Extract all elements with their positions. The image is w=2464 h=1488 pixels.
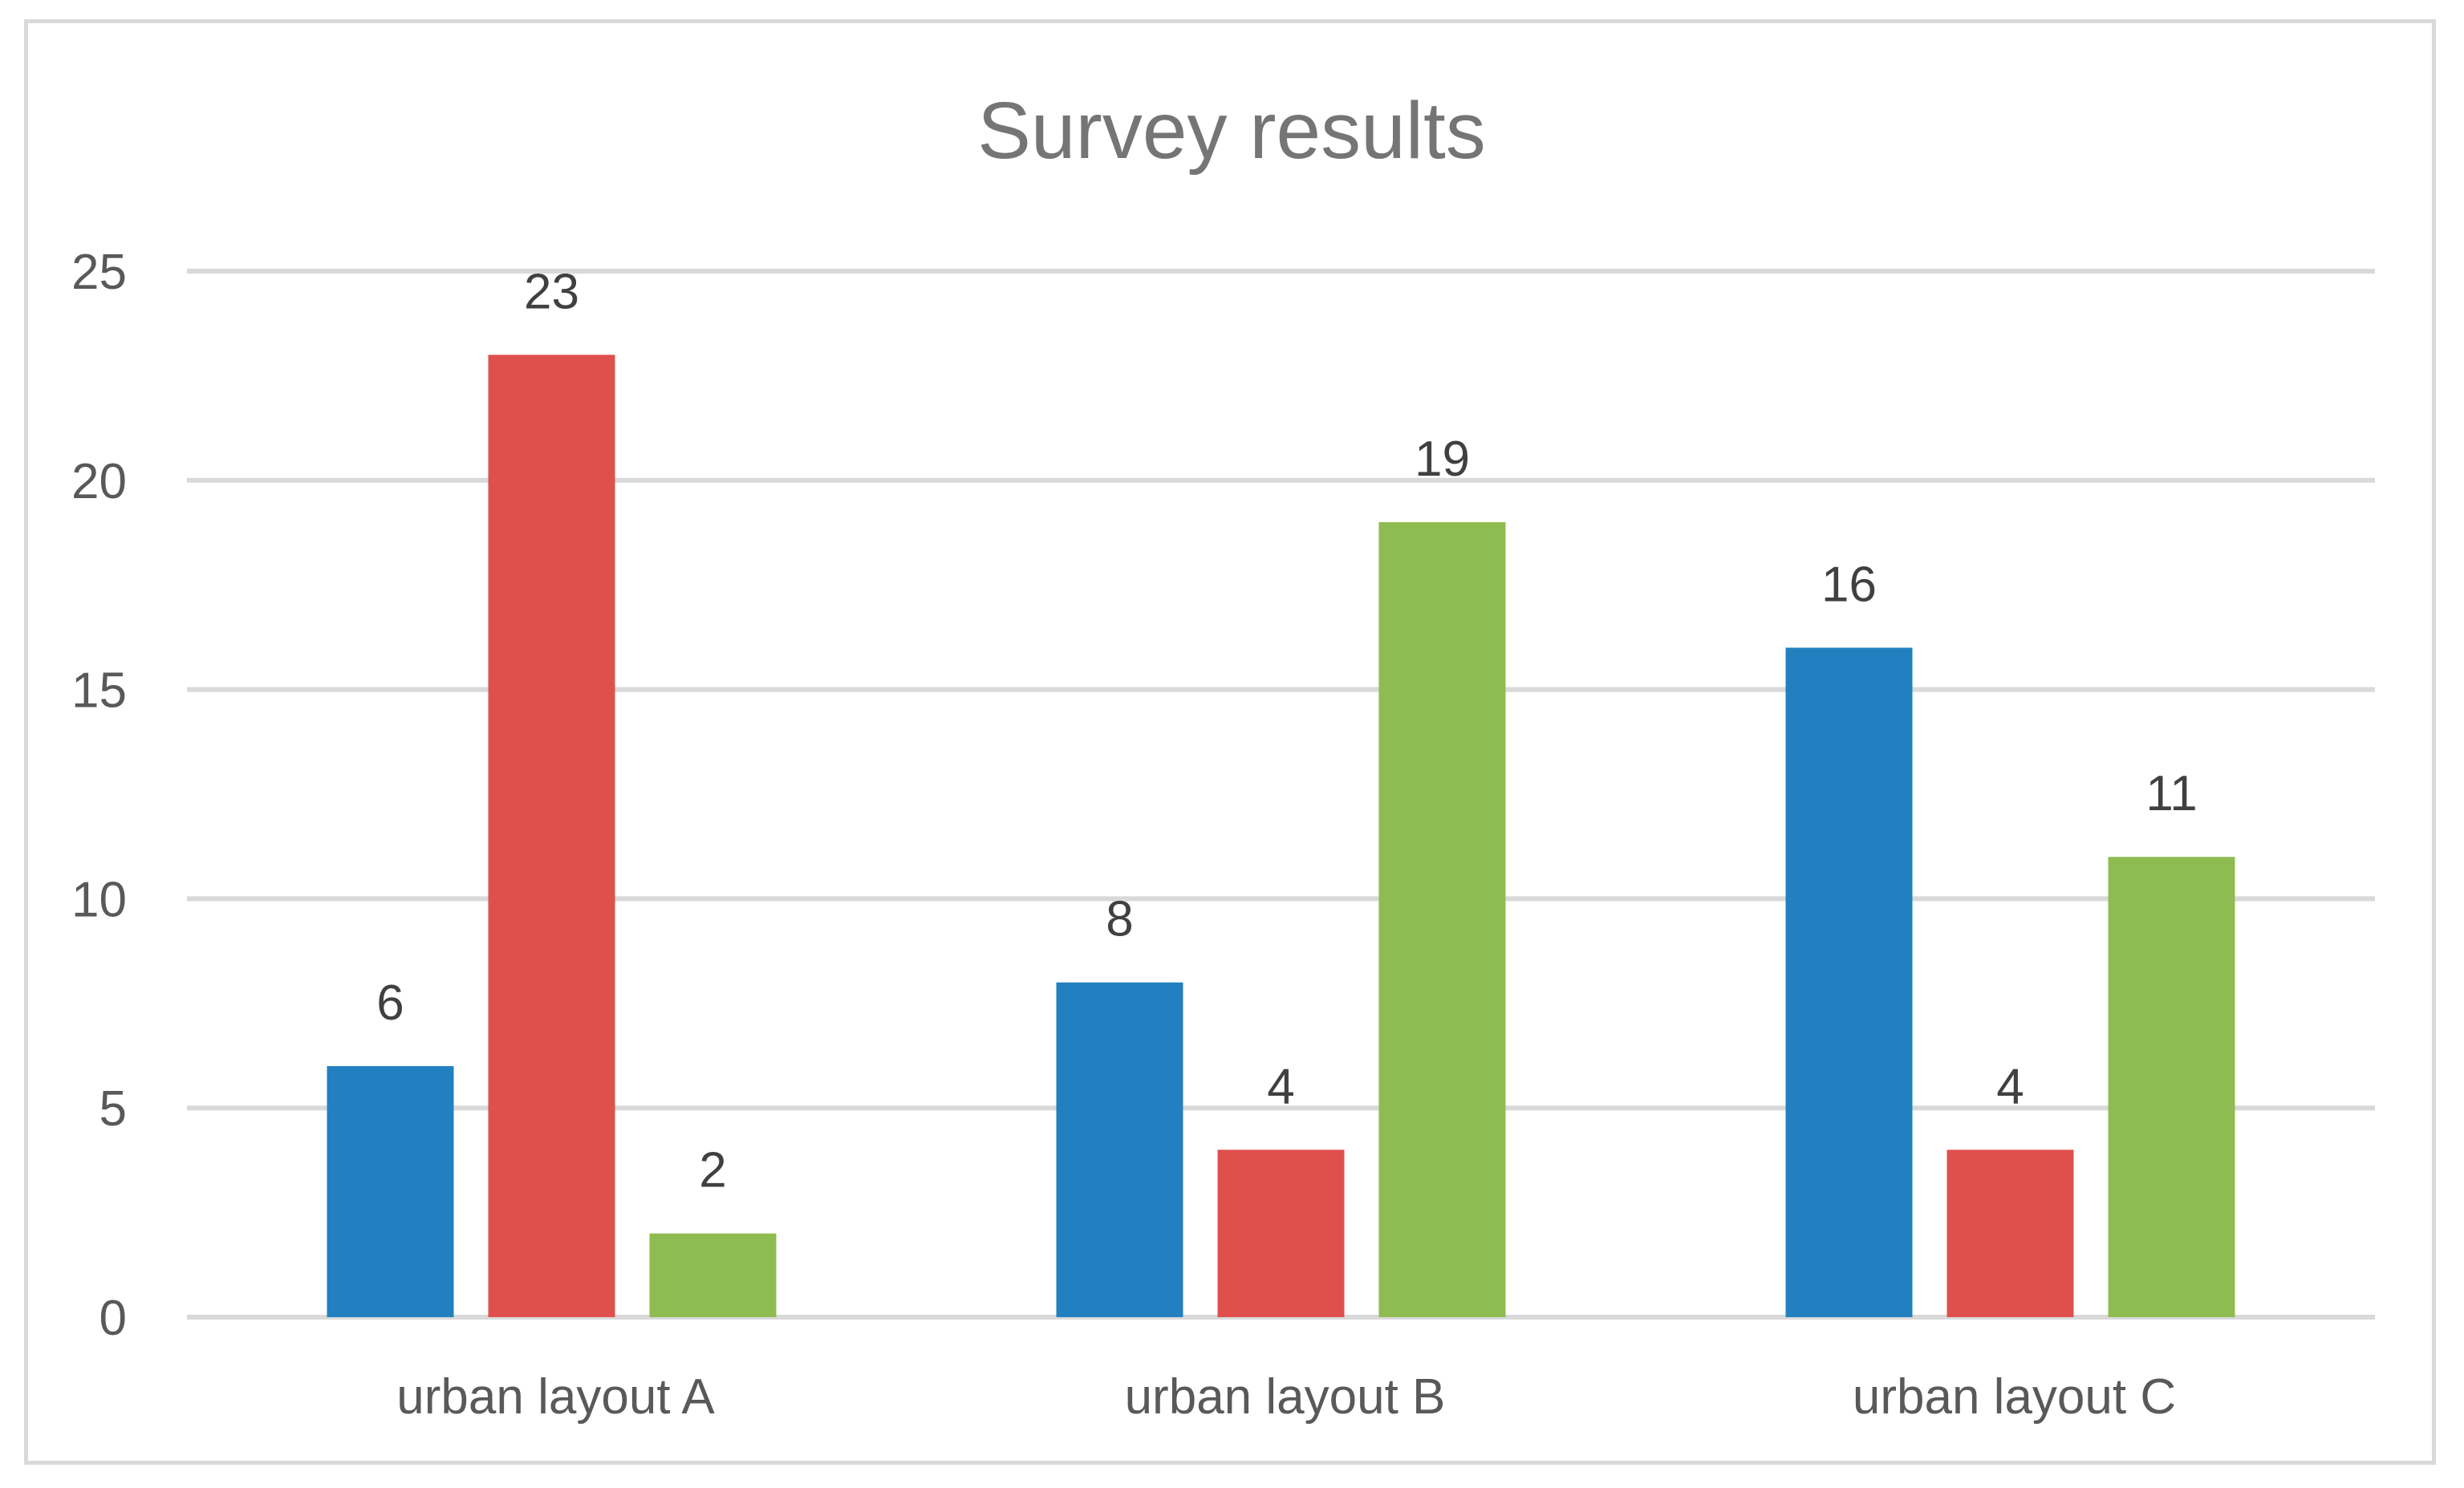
bar-2-3 [1378,521,1506,1317]
bar-3-3 [2108,857,2235,1317]
data-label: 8 [1106,892,1133,947]
y-tick-label: 5 [99,1081,127,1137]
y-tick-label: 0 [99,1291,127,1346]
y-tick-label: 15 [71,663,127,719]
data-label: 2 [699,1143,726,1198]
data-label: 11 [2145,766,2197,821]
chart-title: Survey results [977,86,1486,176]
data-labels: 6 23 2 8 4 19 16 4 11 [376,264,2197,1198]
bar-2-1 [1056,982,1183,1317]
data-label: 16 [1821,557,1877,612]
y-tick-label: 10 [71,872,127,927]
bar-1-3 [649,1233,777,1317]
bar-3-1 [1785,647,1913,1317]
data-label: 6 [376,975,404,1031]
y-axis-ticks: 0 5 10 15 20 25 [71,245,127,1346]
data-label: 19 [1415,432,1470,487]
x-axis-categories: urban layout A urban layout B urban layout… [396,1369,2176,1425]
bar-3-2 [1946,1149,2074,1317]
y-tick-label: 25 [71,245,127,300]
x-category-label: urban layout A [396,1369,715,1425]
bar-1-2 [488,355,615,1317]
data-label: 4 [1267,1059,1294,1114]
data-label: 23 [524,264,579,319]
data-label: 4 [1996,1059,2024,1114]
x-category-label: urban layout C [1853,1369,2176,1425]
bar-2-2 [1217,1149,1345,1317]
y-tick-label: 20 [71,454,127,509]
bars [327,355,2235,1317]
x-category-label: urban layout B [1125,1369,1446,1425]
bar-1-1 [327,1066,454,1317]
